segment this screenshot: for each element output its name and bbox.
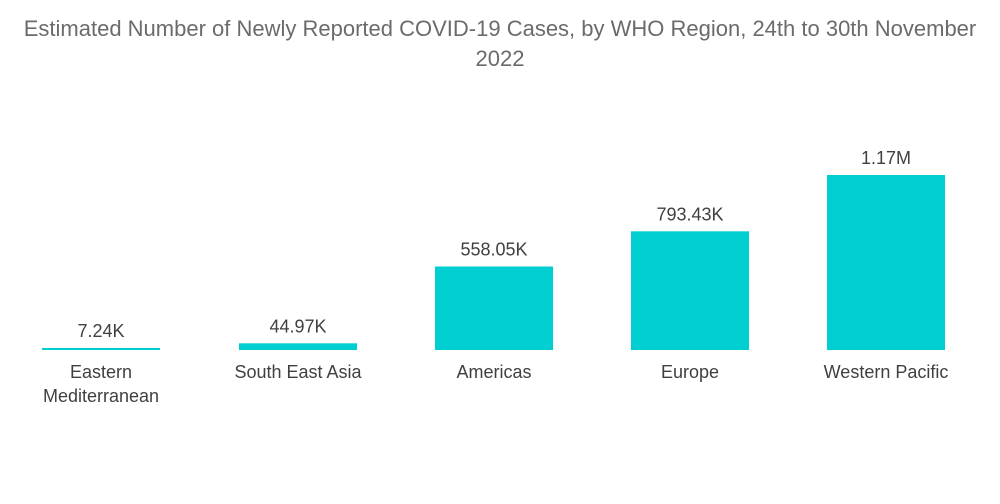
data-label-4: 1.17M [861,148,911,168]
data-label-1: 44.97K [269,316,326,336]
bar-3 [631,231,749,350]
bar-0 [42,348,160,350]
bar-4 [827,175,945,350]
category-label-1: South East Asia [234,362,362,382]
data-label-2: 558.05K [460,240,527,260]
category-label-0: Eastern Mediterranean [43,362,159,406]
category-label-3: Europe [661,362,719,382]
data-label-0: 7.24K [77,321,124,341]
data-label-3: 793.43K [656,204,723,224]
category-label-2: Americas [456,362,531,382]
bar-1 [239,343,357,350]
bar-2 [435,266,553,350]
category-label-4: Western Pacific [824,362,949,382]
chart-title: Estimated Number of Newly Reported COVID… [23,16,977,71]
